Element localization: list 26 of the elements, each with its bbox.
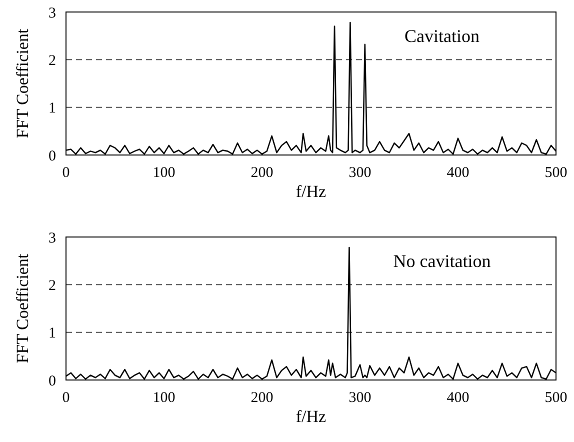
y-tick-label: 3: [48, 5, 56, 22]
y-tick-label: 3: [48, 230, 56, 246]
x-axis-title: f/Hz: [296, 182, 327, 201]
x-tick-label: 500: [544, 165, 568, 181]
x-tick-label: 500: [544, 390, 568, 406]
x-tick-label: 300: [348, 165, 372, 181]
y-axis-title: FFT Coefficient: [13, 254, 32, 364]
y-tick-label: 2: [48, 52, 56, 69]
x-tick-label: 0: [62, 390, 70, 406]
x-tick-label: 200: [250, 165, 274, 181]
annotation: No cavitation: [393, 251, 491, 271]
y-tick-label: 0: [48, 148, 56, 164]
y-tick-label: 0: [48, 373, 56, 390]
x-tick-label: 100: [152, 390, 176, 406]
x-axis-title: f/Hz: [296, 407, 327, 426]
annotation: Cavitation: [404, 26, 480, 46]
x-tick-label: 300: [348, 390, 372, 406]
x-tick-label: 200: [250, 390, 274, 406]
x-tick-label: 100: [152, 165, 176, 181]
x-tick-label: 0: [62, 165, 70, 181]
x-tick-label: 400: [446, 165, 470, 181]
x-tick-label: 400: [446, 390, 470, 406]
y-tick-label: 2: [48, 278, 56, 294]
y-tick-label: 1: [48, 100, 56, 117]
y-tick-label: 1: [48, 326, 56, 342]
y-axis-title: FFT Coefficient: [13, 28, 32, 138]
